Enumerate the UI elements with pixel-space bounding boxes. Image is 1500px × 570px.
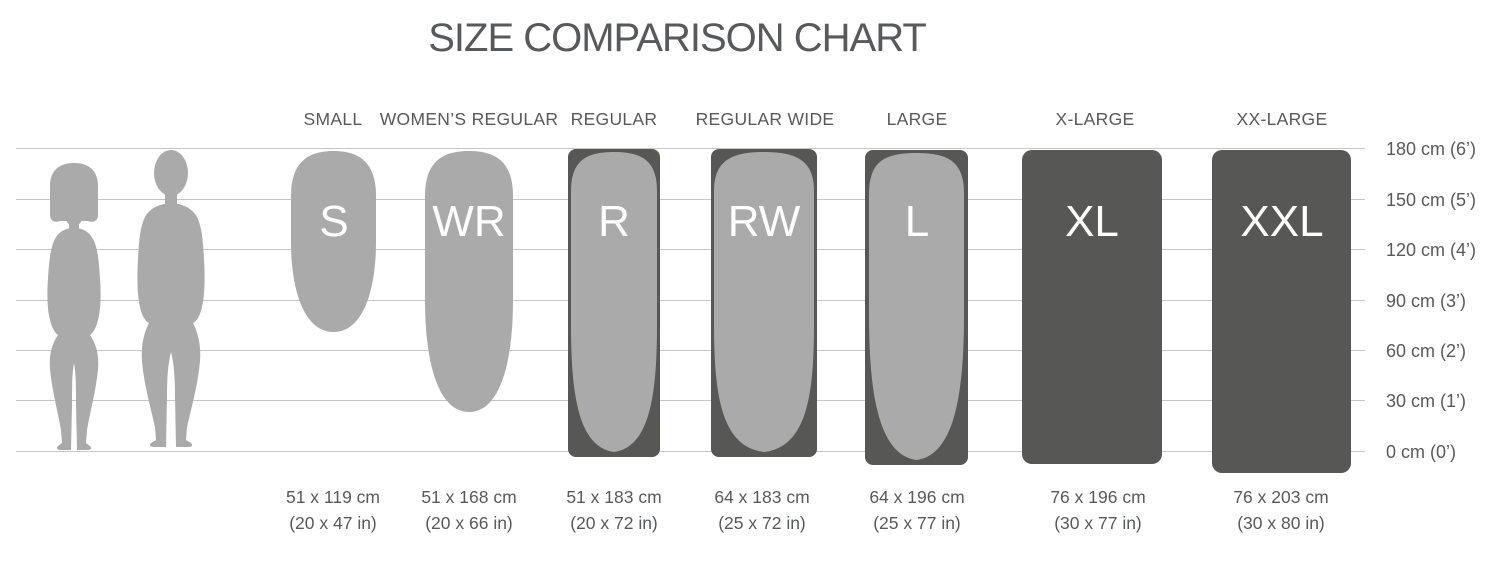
dims-cm: 51 x 183 cm (566, 487, 662, 507)
size-letter-small: S (319, 197, 349, 246)
pad-shape-small (291, 151, 376, 332)
man-silhouette (137, 150, 205, 447)
size-dimensions-x-large: 76 x 196 cm (30 x 77 in) (1008, 484, 1188, 536)
size-header-xx-large: XX-LARGE (1236, 109, 1328, 129)
size-header-regular-wide: REGULAR WIDE (695, 109, 835, 129)
dims-cm: 51 x 168 cm (421, 487, 517, 507)
height-label-150: 150 cm (5’) (1386, 190, 1477, 210)
dims-cm: 76 x 196 cm (1050, 487, 1146, 507)
dims-cm: 64 x 196 cm (869, 487, 965, 507)
size-letter-x-large: XL (1065, 197, 1119, 246)
size-dimensions-large: 64 x 196 cm (25 x 77 in) (827, 484, 1007, 536)
gridline-180cm (16, 148, 1365, 149)
pad-shape-regular-wide (711, 149, 817, 457)
dims-cm: 76 x 203 cm (1233, 487, 1329, 507)
size-dimensions-womens-regular: 51 x 168 cm (20 x 66 in) (379, 484, 559, 536)
size-header-regular: REGULAR (570, 109, 658, 129)
height-label-180: 180 cm (6’) (1386, 139, 1477, 159)
gridline-150cm (16, 199, 1365, 200)
dims-in: (20 x 72 in) (570, 513, 658, 533)
page-title: SIZE COMPARISON CHART (428, 16, 927, 60)
size-dimensions-xx-large: 76 x 203 cm (30 x 80 in) (1191, 484, 1371, 536)
size-letter-regular-wide: RW (727, 197, 801, 246)
gridline-90cm (16, 300, 1365, 301)
pad-shape-x-large (1022, 150, 1162, 464)
pad-shape-womens-regular (425, 151, 513, 412)
size-letter-large: L (904, 197, 930, 246)
dims-in: (30 x 77 in) (1054, 513, 1142, 533)
size-letter-womens-regular: WR (432, 197, 506, 246)
height-label-30: 30 cm (1’) (1386, 391, 1467, 411)
size-dimensions-small: 51 x 119 cm (20 x 47 in) (243, 484, 423, 536)
size-header-womens-regular: WOMEN’S REGULAR (379, 109, 559, 129)
dims-in: (20 x 66 in) (425, 513, 513, 533)
dims-in: (25 x 72 in) (718, 513, 806, 533)
size-header-small: SMALL (303, 109, 363, 129)
height-label-60: 60 cm (2’) (1386, 341, 1467, 361)
size-header-large: LARGE (886, 109, 948, 129)
gridline-120cm (16, 249, 1365, 250)
gridline-0cm (16, 451, 1365, 452)
woman-silhouette (47, 163, 101, 450)
size-header-x-large: X-LARGE (1055, 109, 1135, 129)
dims-cm: 64 x 183 cm (714, 487, 810, 507)
dims-in: (30 x 80 in) (1237, 513, 1325, 533)
size-letter-regular: R (598, 197, 630, 246)
dims-in: (20 x 47 in) (289, 513, 377, 533)
size-letter-xx-large: XXL (1240, 197, 1324, 246)
pad-shape-large (865, 150, 968, 465)
size-dimensions-regular-wide: 64 x 183 cm (25 x 72 in) (672, 484, 852, 536)
gridline-30cm (16, 400, 1365, 401)
height-label-120: 120 cm (4’) (1386, 240, 1477, 260)
dims-in: (25 x 77 in) (873, 513, 961, 533)
pad-shape-regular (568, 149, 660, 457)
height-label-90: 90 cm (3’) (1386, 291, 1467, 311)
pad-shape-xx-large (1212, 150, 1351, 473)
height-label-0: 0 cm (0’) (1386, 442, 1457, 462)
size-dimensions-regular: 51 x 183 cm (20 x 72 in) (524, 484, 704, 536)
dims-cm: 51 x 119 cm (285, 487, 381, 507)
gridline-60cm (16, 350, 1365, 351)
